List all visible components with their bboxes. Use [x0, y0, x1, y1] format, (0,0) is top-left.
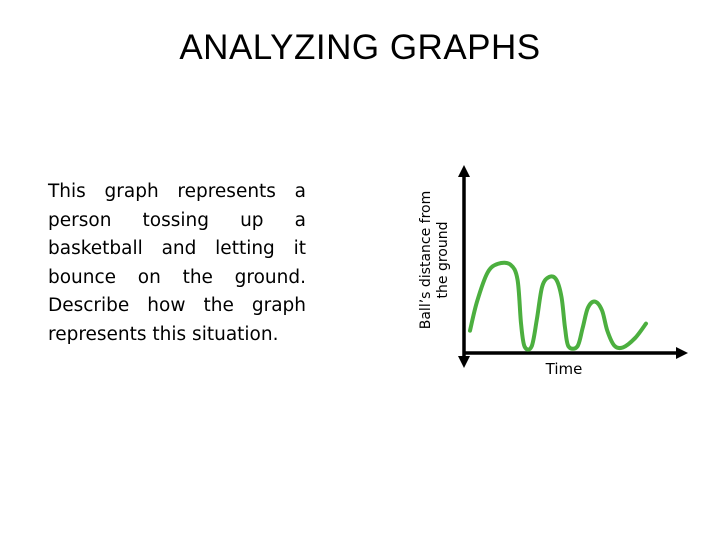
x-axis-label: Time [545, 360, 583, 378]
y-axis-label-line-1: Ball’s distance from [418, 191, 434, 330]
y-axis-arrow-down [458, 356, 470, 368]
slide-title: ANALYZING GRAPHS [179, 28, 541, 67]
prompt-text: This graph represents a person tossing u… [48, 181, 306, 345]
ball-height-curve [468, 260, 648, 352]
y-axis-arrow-up [458, 165, 470, 177]
graph-axes [458, 165, 688, 368]
x-axis-arrow-right [676, 347, 688, 359]
y-axis-label-line-2: the ground [435, 222, 451, 299]
